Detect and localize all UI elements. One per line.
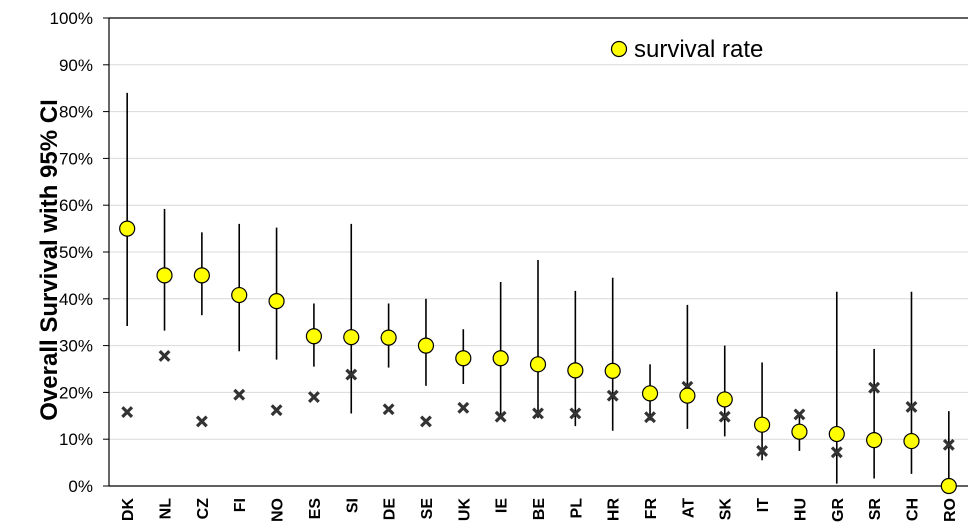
legend-label: survival rate [634, 36, 763, 63]
x-category-label: SR [867, 498, 884, 521]
x-marker [307, 391, 320, 404]
survival-point [305, 328, 323, 345]
survival-point [529, 356, 547, 373]
y-tick-label: 70% [59, 149, 93, 168]
x-category-label: SE [419, 498, 436, 520]
survival-point [716, 391, 733, 408]
x-marker [868, 381, 881, 394]
x-marker [233, 388, 246, 401]
survival-point [940, 477, 957, 495]
x-marker [121, 406, 134, 418]
x-marker [345, 368, 358, 381]
x-marker [195, 415, 208, 428]
y-tick-label: 30% [59, 337, 93, 356]
survival-point [492, 350, 509, 367]
survival-points [119, 220, 957, 495]
survival-point [455, 350, 472, 367]
survival-point [641, 385, 659, 402]
y-tick-label: 100% [50, 9, 93, 28]
x-marker [644, 411, 656, 424]
y-tick-label: 10% [59, 430, 93, 449]
survival-point [753, 416, 771, 433]
x-marker [158, 349, 171, 362]
survival-point [380, 329, 397, 346]
x-category-label: DE [382, 498, 399, 521]
x-marker [494, 410, 507, 423]
y-tick-label: 20% [59, 383, 93, 402]
x-category-label: NO [270, 498, 287, 522]
x-category-label: AT [680, 498, 697, 518]
survival-point [791, 423, 808, 440]
x-category-label: DK [120, 498, 137, 522]
survival-point [866, 432, 883, 449]
x-markers [121, 349, 955, 459]
x-category-label: SK [718, 498, 735, 521]
axes [103, 17, 968, 487]
x-category-label: FR [643, 498, 660, 520]
x-category-label: IE [494, 498, 511, 513]
survival-point [417, 337, 435, 354]
x-marker [532, 407, 544, 420]
survival-point [828, 425, 845, 443]
survival-point [567, 362, 584, 379]
y-tick-label: 90% [59, 56, 93, 75]
x-category-label: UK [456, 498, 473, 522]
y-tick-label: 50% [59, 243, 93, 262]
survival-point [119, 220, 136, 237]
survival-point [903, 432, 920, 450]
legend-marker [610, 40, 628, 58]
x-marker [793, 408, 806, 421]
x-category-label: RO [942, 498, 959, 522]
x-marker [606, 389, 619, 402]
survival-point [231, 286, 248, 304]
x-marker [569, 407, 582, 420]
y-tick-label: 0% [68, 477, 93, 496]
x-category-label: GR [830, 498, 847, 522]
x-category-label: PL [568, 498, 585, 519]
survival-point [679, 387, 696, 404]
y-axis-label: Overall Survival with 95% CI [36, 99, 63, 420]
x-category-label: CH [904, 498, 921, 521]
x-marker [718, 410, 731, 423]
x-marker [756, 444, 769, 457]
survival-point [604, 362, 621, 379]
x-category-label: IT [755, 498, 772, 512]
x-category-label: CZ [195, 498, 212, 520]
x-category-label: HU [792, 498, 809, 521]
survival-point [268, 293, 285, 310]
x-marker [420, 415, 432, 428]
survival-point [343, 329, 360, 346]
x-category-label: ES [307, 498, 324, 520]
x-marker [905, 400, 918, 413]
x-marker [457, 401, 470, 414]
y-tick-label: 60% [59, 196, 93, 215]
survival-point [156, 267, 173, 284]
x-marker [382, 403, 395, 416]
x-category-label: FI [232, 498, 249, 512]
x-category-labels: DK NL CZ FI NO ES SI DE SE UK IE BE PL HR FR AT SK IT HU GR… [120, 498, 959, 522]
x-marker [270, 404, 283, 417]
x-marker [830, 446, 843, 459]
x-category-label: BE [531, 498, 548, 521]
x-category-label: HR [606, 498, 623, 522]
y-tick-labels: 0% 10% 20% 30% 40% 50% 60% 70% 80% 90% 100% [50, 9, 93, 496]
y-tick-label: 80% [59, 103, 93, 122]
legend: survival rate [610, 36, 763, 63]
x-marker [942, 438, 955, 451]
confidence-intervals [126, 92, 950, 486]
x-category-label: NL [158, 498, 175, 520]
y-tick-label: 40% [59, 290, 93, 309]
x-category-label: SI [344, 498, 361, 513]
survival-point [193, 267, 210, 284]
